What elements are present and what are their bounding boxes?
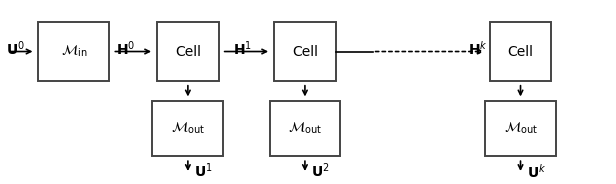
Text: $\mathcal{M}_{\mathrm{out}}$: $\mathcal{M}_{\mathrm{out}}$ bbox=[288, 121, 322, 137]
Bar bbox=[485, 101, 556, 156]
Bar bbox=[270, 101, 340, 156]
Text: Cell: Cell bbox=[175, 45, 201, 59]
Text: Cell: Cell bbox=[292, 45, 318, 59]
Text: Cell: Cell bbox=[508, 45, 533, 59]
Bar bbox=[274, 22, 336, 81]
Bar bbox=[490, 22, 551, 81]
Text: $\mathbf{H}^0$: $\mathbf{H}^0$ bbox=[116, 39, 135, 58]
Text: $\mathcal{M}_{\mathrm{out}}$: $\mathcal{M}_{\mathrm{out}}$ bbox=[503, 121, 538, 137]
Text: $\mathbf{U}^k$: $\mathbf{U}^k$ bbox=[527, 162, 546, 180]
Text: $\mathcal{M}_{\mathrm{out}}$: $\mathcal{M}_{\mathrm{out}}$ bbox=[171, 121, 205, 137]
Text: $\mathbf{U}^1$: $\mathbf{U}^1$ bbox=[194, 162, 213, 180]
Bar bbox=[157, 22, 219, 81]
Text: $\mathcal{M}_{\mathrm{in}}$: $\mathcal{M}_{\mathrm{in}}$ bbox=[61, 44, 87, 59]
Text: $\mathbf{U}^2$: $\mathbf{U}^2$ bbox=[311, 162, 330, 180]
Bar bbox=[38, 22, 109, 81]
Text: $\mathbf{H}^k$: $\mathbf{H}^k$ bbox=[468, 40, 488, 58]
Bar bbox=[153, 101, 224, 156]
Text: $\mathbf{U}^0$: $\mathbf{U}^0$ bbox=[6, 39, 25, 58]
Text: $\mathbf{H}^1$: $\mathbf{H}^1$ bbox=[233, 39, 252, 58]
